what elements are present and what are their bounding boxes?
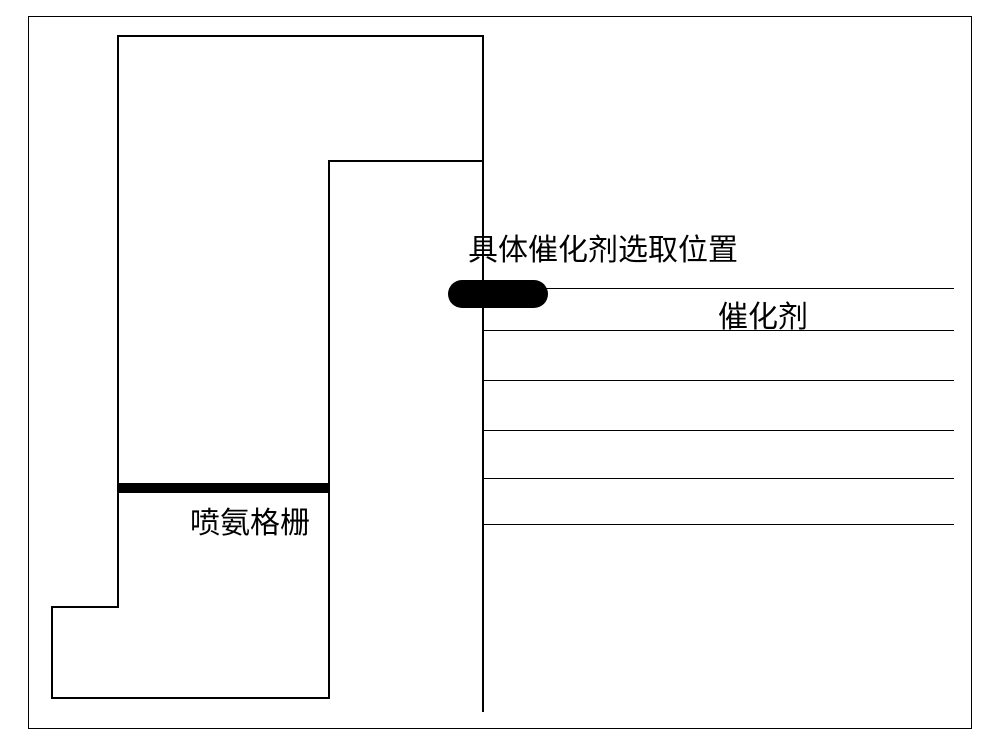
left-step-horizontal [51,606,119,608]
catalyst-layer-5 [482,478,954,479]
catalyst-position-marker [448,280,548,308]
left-outer-wall [117,35,119,606]
left-base-vertical [51,606,53,697]
outer-frame [28,16,972,729]
catalyst-layer-1 [482,288,954,289]
left-inner-wall [328,160,330,697]
label-catalyst: 催化剂 [718,292,808,336]
label-catalyst-position: 具体催化剂选取位置 [468,225,738,269]
diagram-canvas: 具体催化剂选取位置 催化剂 喷氨格栅 [0,0,1000,745]
catalyst-layer-6 [482,524,954,525]
catalyst-layer-4 [482,430,954,431]
ammonia-grid-bar [119,483,328,493]
left-base-bottom [51,697,330,699]
inner-top-edge [328,160,482,162]
catalyst-layer-3 [482,380,954,381]
label-ammonia-grid: 喷氨格栅 [190,498,310,542]
divider-wall [482,35,484,712]
top-edge [117,35,482,37]
